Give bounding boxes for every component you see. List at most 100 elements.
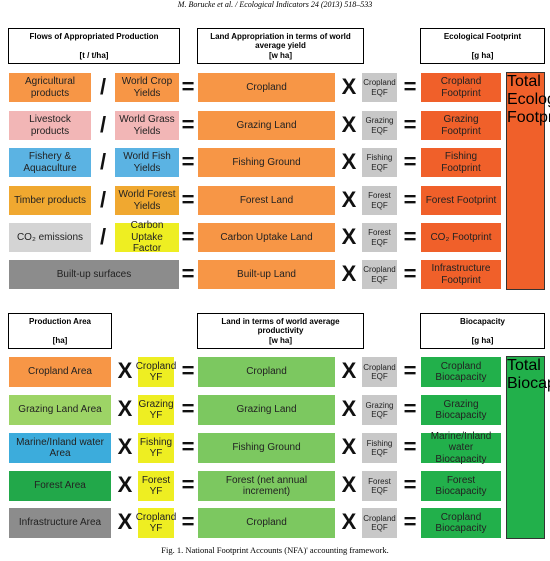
operator: /	[99, 73, 107, 99]
operator: X	[341, 148, 357, 174]
eqf-box: Cropland EQF	[361, 356, 398, 388]
eqf-box: Cropland EQF	[361, 72, 398, 103]
header-unit: [g ha]	[471, 336, 494, 345]
operator: =	[181, 358, 195, 383]
input-box: CO₂ emissions	[8, 222, 92, 253]
operator: =	[181, 396, 195, 421]
input-box: Infrastructure Area	[8, 507, 112, 539]
eqf-box: Forest EQF	[361, 222, 398, 253]
land-box: Fishing Ground	[197, 432, 336, 464]
header-title: Flows of Appropriated Production	[29, 32, 159, 41]
total-label: Total Biocapacity	[507, 357, 550, 392]
factor-box: World Crop Yields	[114, 72, 180, 103]
land-box: Grazing Land	[197, 110, 336, 141]
operator: =	[403, 509, 417, 534]
header-unit: [ha]	[52, 336, 68, 345]
land-box: Forest Land	[197, 185, 336, 216]
header-unit: [t / t/ha]	[79, 51, 109, 60]
input-box: Built-up surfaces	[8, 259, 180, 290]
column-header: Land Appropriation in terms of world ave…	[197, 28, 364, 64]
result-box: Cropland Biocapacity	[420, 356, 502, 388]
operator: X	[117, 396, 133, 421]
eqf-box: Fishing EQF	[361, 147, 398, 178]
operator: =	[181, 111, 195, 137]
operator: X	[341, 434, 357, 459]
land-box: Grazing Land	[197, 394, 336, 426]
operator: X	[341, 358, 357, 383]
operator: =	[403, 434, 417, 459]
factor-box: Forest YF	[137, 470, 175, 502]
input-box: Cropland Area	[8, 356, 112, 388]
column-header: Biocapacity [g ha]	[420, 313, 545, 349]
factor-box: Carbon Uptake Factor	[114, 220, 180, 254]
header-title: Production Area	[29, 317, 91, 326]
result-box: CO₂ Footprint	[420, 222, 502, 253]
column-header: Production Area [ha]	[8, 313, 112, 349]
operator: /	[99, 186, 107, 212]
operator: X	[341, 73, 357, 99]
factor-box: Grazing YF	[137, 394, 175, 426]
land-box: Cropland	[197, 72, 336, 103]
operator: =	[181, 223, 195, 249]
column-header: Ecological Footprint [g ha]	[420, 28, 545, 64]
operator: /	[99, 148, 107, 174]
operator: =	[181, 434, 195, 459]
eqf-box: Forest EQF	[361, 185, 398, 216]
factor-box: Fishing YF	[137, 432, 175, 464]
operator: =	[181, 260, 195, 286]
operator: X	[341, 223, 357, 249]
eqf-box: Forest EQF	[361, 470, 398, 502]
operator: =	[403, 260, 417, 286]
factor-box: Cropland YF	[136, 356, 176, 388]
input-box: Fishery & Aquaculture	[8, 147, 92, 178]
land-box: Carbon Uptake Land	[197, 222, 336, 253]
operator: =	[403, 111, 417, 137]
header-title: Land in terms of world average productiv…	[221, 317, 340, 335]
eqf-box: Grazing EQF	[361, 110, 398, 141]
factor-box: World Fish Yields	[114, 147, 180, 178]
result-box: Grazing Footprint	[420, 110, 502, 141]
land-box: Fishing Ground	[197, 147, 336, 178]
factor-box: World Grass Yields	[114, 110, 180, 141]
operator: =	[181, 509, 195, 534]
operator: X	[117, 434, 133, 459]
operator: X	[117, 472, 133, 497]
total-bar: Total Biocapacity	[506, 356, 550, 539]
operator: /	[99, 111, 107, 137]
header-unit: [w ha]	[268, 336, 293, 345]
header-title: Land Appropriation in terms of world ave…	[210, 32, 351, 50]
header-unit: [g ha]	[471, 51, 494, 60]
operator: =	[403, 148, 417, 174]
total-label: Total Ecological Footprint	[507, 73, 550, 126]
operator: X	[341, 396, 357, 421]
eqf-box: Fishing EQF	[361, 432, 398, 464]
operator: =	[403, 223, 417, 249]
header-title: Biocapacity	[460, 317, 505, 326]
operator: X	[341, 186, 357, 212]
result-box: Infrastructure Footprint	[420, 259, 502, 290]
land-box: Built-up Land	[197, 259, 336, 290]
operator: X	[117, 358, 133, 383]
result-box: Cropland Biocapacity	[420, 507, 502, 539]
operator: X	[341, 472, 357, 497]
result-box: Marine/Inland water Biocapacity	[420, 431, 502, 465]
operator: =	[403, 472, 417, 497]
citation: M. Borucke et al. / Ecological Indicator…	[177, 0, 373, 9]
factor-box: World Forest Yields	[114, 185, 180, 216]
input-box: Livestock products	[8, 110, 92, 141]
eqf-box: Grazing EQF	[361, 394, 398, 426]
eqf-box: Cropland EQF	[361, 259, 398, 290]
operator: =	[403, 396, 417, 421]
operator: =	[403, 73, 417, 99]
result-box: Forest Biocapacity	[420, 470, 502, 502]
operator: X	[117, 509, 133, 534]
column-header: Land in terms of world average productiv…	[197, 313, 364, 349]
operator: =	[181, 73, 195, 99]
operator: =	[181, 148, 195, 174]
input-box: Agricultural products	[8, 72, 92, 103]
eqf-box: Cropland EQF	[361, 507, 398, 539]
land-box: Cropland	[197, 356, 336, 388]
operator: X	[341, 111, 357, 137]
operator: X	[341, 509, 357, 534]
